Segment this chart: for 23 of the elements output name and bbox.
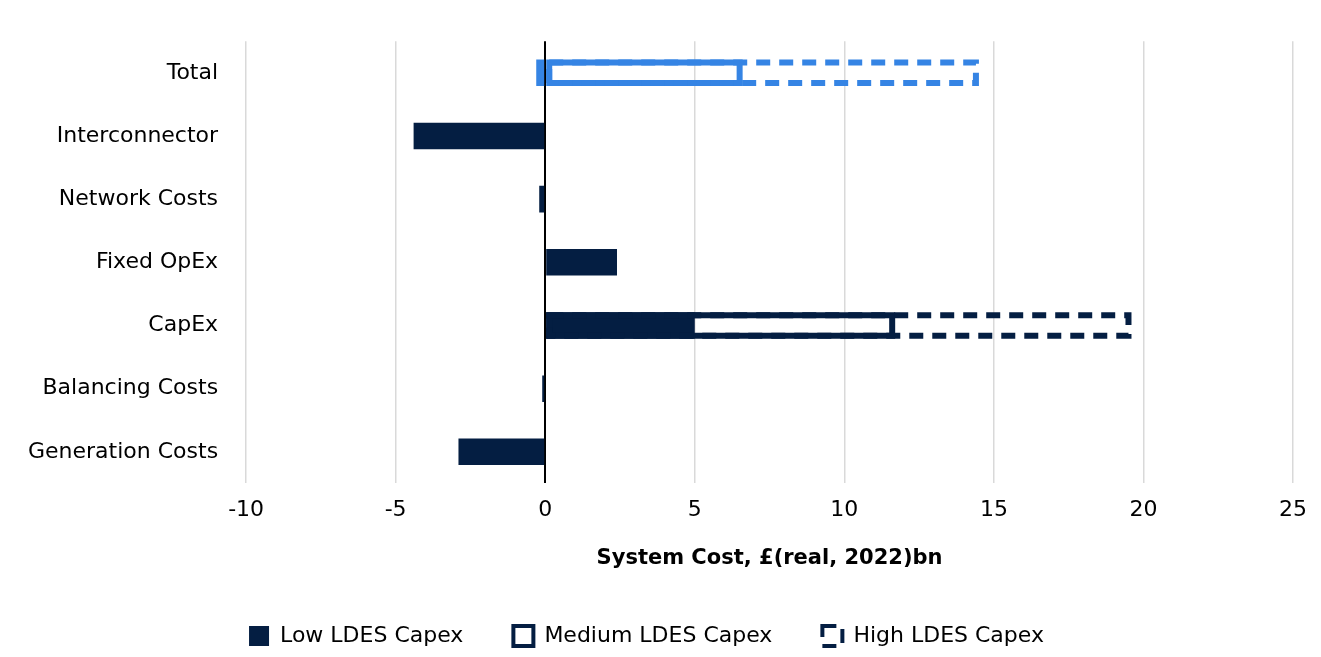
- y-tick-label: Interconnector: [56, 121, 220, 147]
- x-tick-label: 20: [1129, 496, 1158, 522]
- bar: [413, 122, 545, 150]
- x-tick-label: -5: [384, 496, 407, 522]
- bar: [458, 438, 545, 466]
- x-tick-label: 10: [830, 496, 859, 522]
- x-tick-label: 15: [979, 496, 1008, 522]
- y-tick-label: Generation Costs: [28, 437, 219, 463]
- y-tick-label: Network Costs: [58, 184, 219, 210]
- bar: [539, 185, 545, 213]
- x-tick-label: 5: [687, 496, 702, 522]
- y-tick-label: Fixed OpEx: [95, 248, 219, 274]
- x-tick-label: 0: [538, 496, 553, 522]
- y-tick-label: Balancing Costs: [42, 374, 219, 400]
- y-tick-label: CapEx: [148, 311, 219, 337]
- y-tick-label: Total: [165, 58, 219, 84]
- legend-label: Medium LDES Capex: [544, 621, 773, 647]
- bar: [546, 249, 617, 276]
- x-tick-label: -10: [228, 496, 265, 522]
- legend-label: High LDES Capex: [853, 621, 1044, 647]
- x-tick-label: 25: [1279, 496, 1307, 522]
- legend-label: Low LDES Capex: [280, 621, 464, 647]
- x-axis-title: System Cost, £(real, 2022)bn: [596, 544, 943, 569]
